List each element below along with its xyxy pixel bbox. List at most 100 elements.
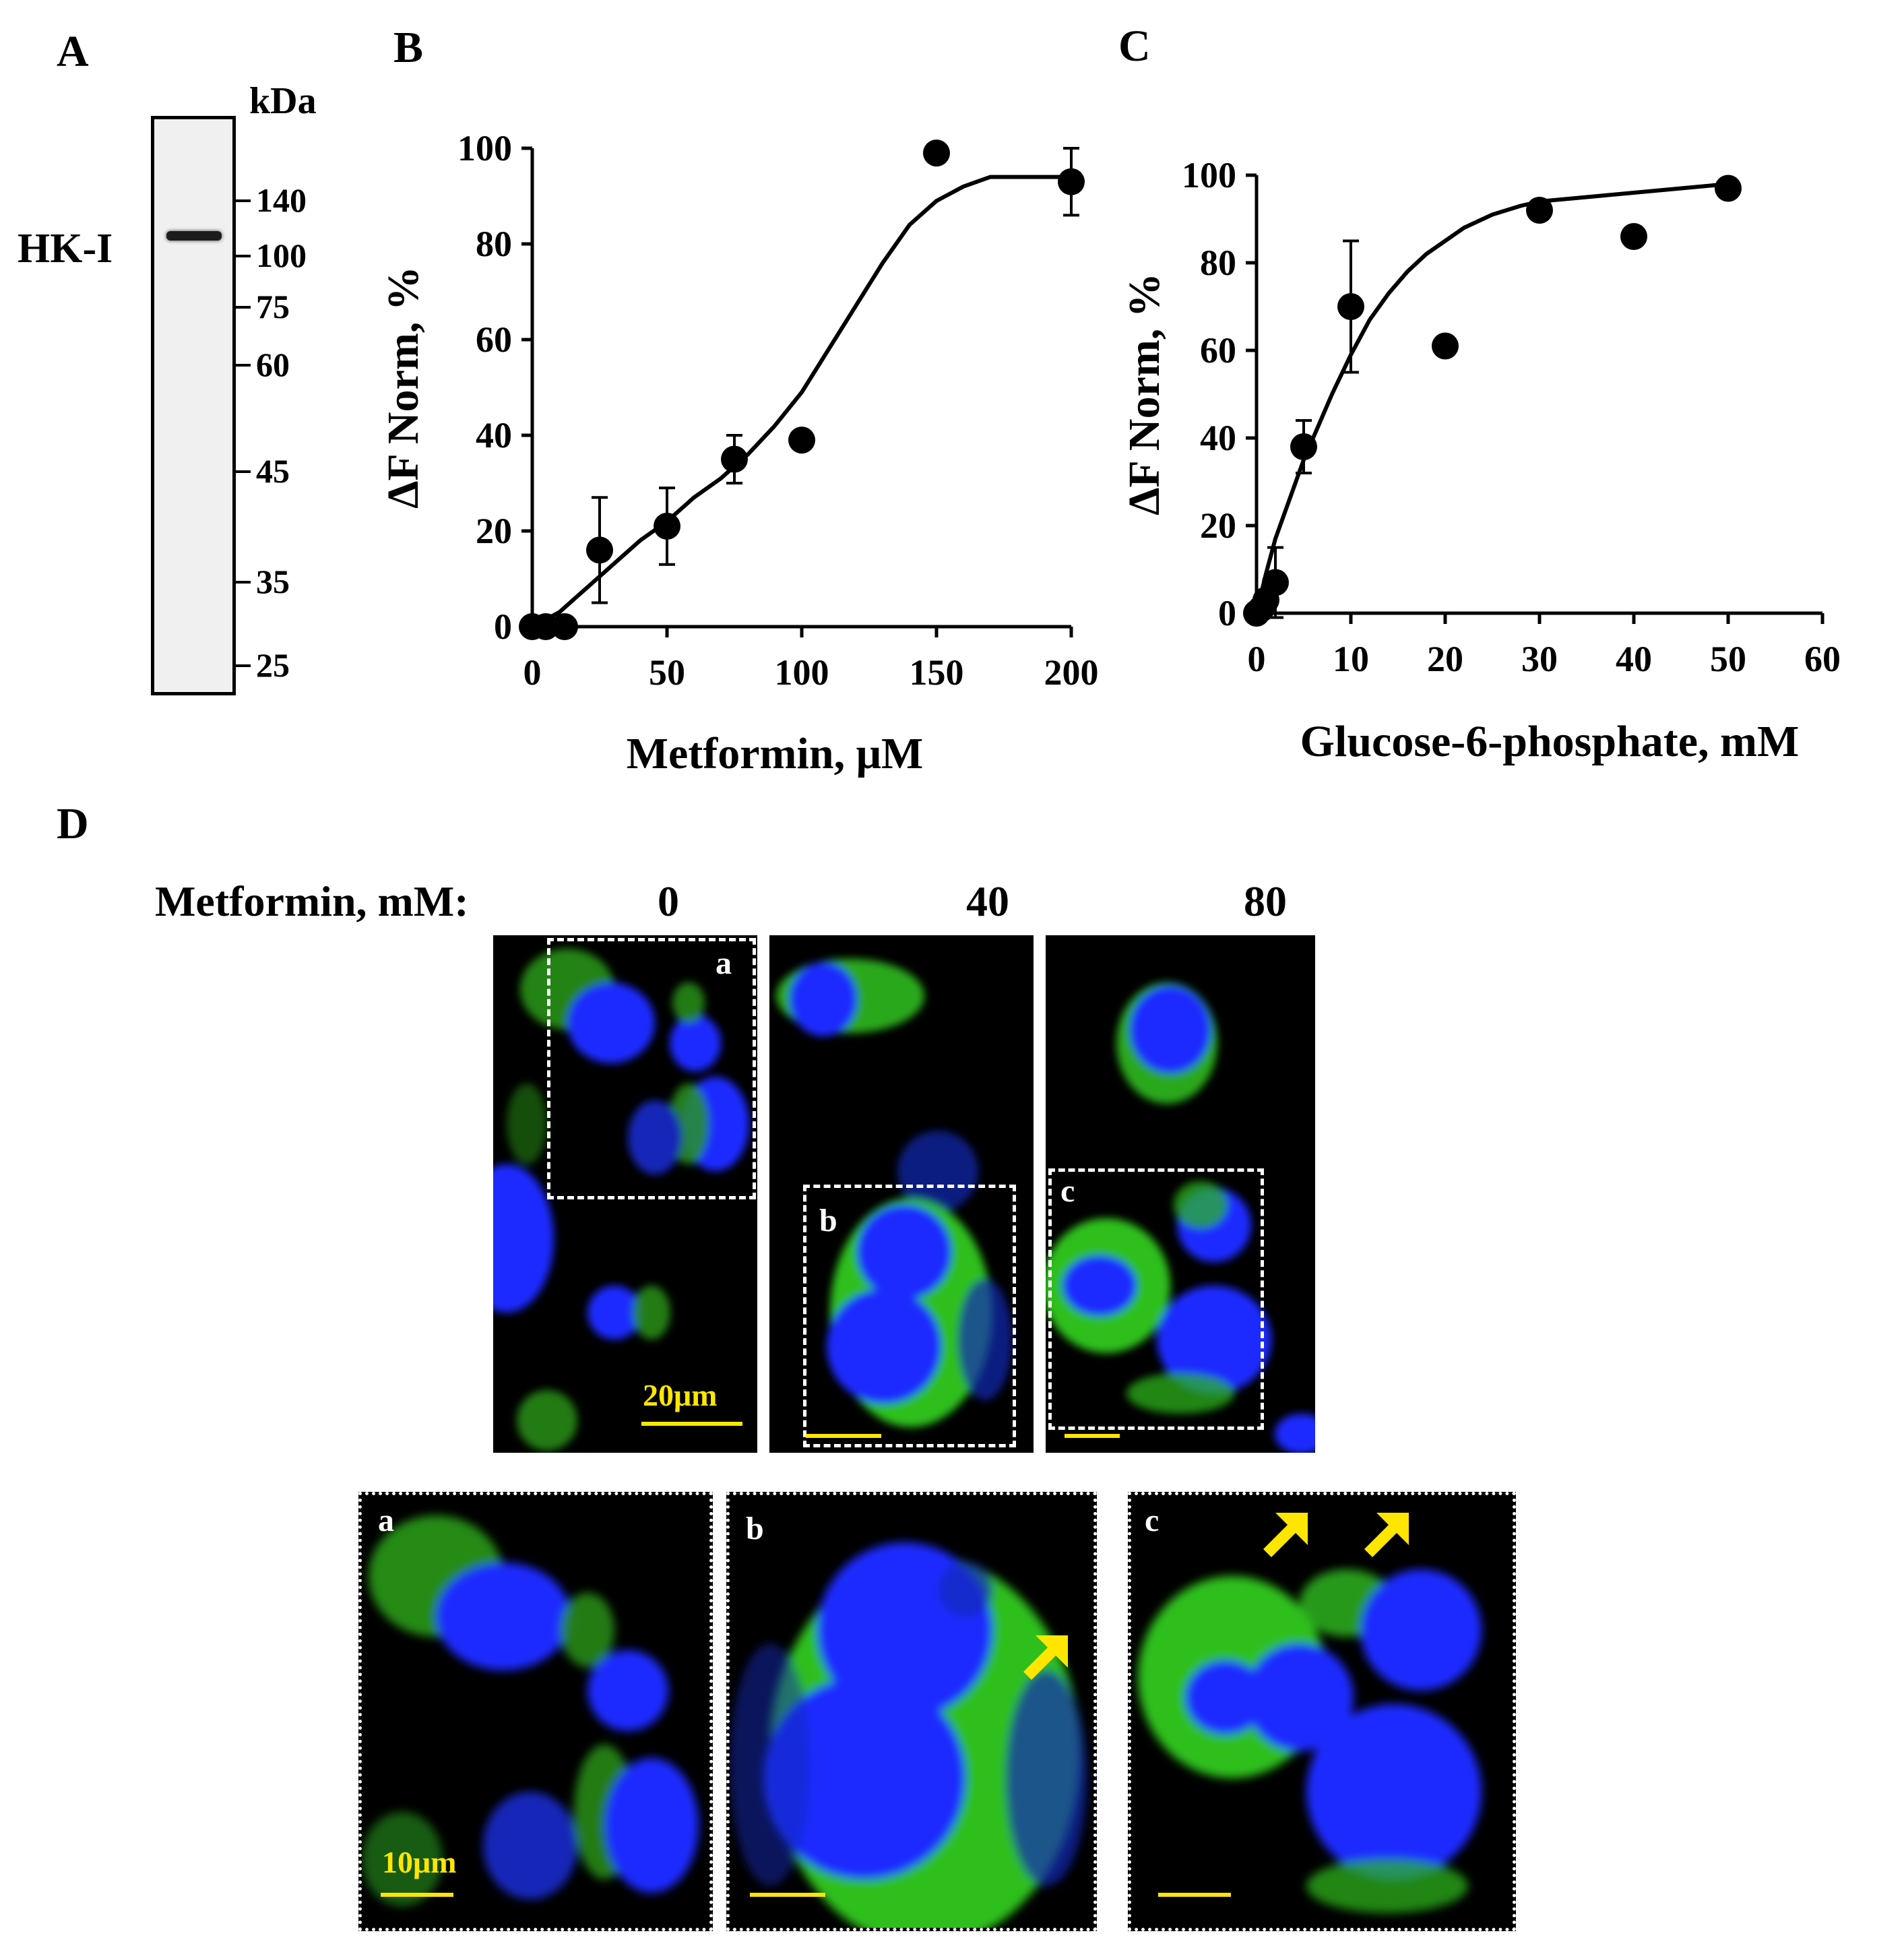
inset-c: c <box>1128 1492 1516 1931</box>
arrow-icon <box>1364 1513 1409 1557</box>
axis-lines <box>1255 175 1822 615</box>
inset-a: a 10μm <box>358 1492 713 1931</box>
scale-bar-top-40 <box>806 1434 881 1438</box>
gel-lane <box>151 116 236 695</box>
data-point <box>551 613 578 640</box>
panel-letter-d: D <box>57 799 89 848</box>
y-tick-label: 80 <box>1200 243 1236 283</box>
marker-tick <box>236 581 251 584</box>
y-tick-label: 0 <box>1218 593 1236 633</box>
roi-label-a: a <box>716 945 732 981</box>
y-axis-label: ΔF Norm, % <box>379 266 428 509</box>
data-point <box>1526 197 1553 224</box>
x-tick-label: 30 <box>1521 639 1558 679</box>
x-tick-label: 20 <box>1427 639 1463 679</box>
scale-bar-inset-c <box>1158 1893 1231 1897</box>
y-tick-label: 100 <box>457 128 512 168</box>
data-point <box>1620 223 1647 250</box>
micrograph-0mM: a 20μm <box>493 935 757 1453</box>
scale-bar-label-top: 20μm <box>643 1378 718 1412</box>
x-tick-label: 50 <box>649 652 685 693</box>
inset-a-letter: a <box>378 1503 394 1538</box>
gel-band <box>166 231 222 241</box>
marker-tick <box>236 364 251 367</box>
y-tick-label: 20 <box>1200 505 1236 546</box>
x-tick-label: 50 <box>1710 639 1746 679</box>
y-tick-label: 20 <box>476 511 512 551</box>
metformin-row-label: Metformin, mM: <box>155 877 469 925</box>
marker-label: 60 <box>256 346 290 383</box>
marker-label: 140 <box>256 181 307 219</box>
marker-label: 35 <box>256 563 290 600</box>
x-tick-label: 0 <box>523 652 542 693</box>
panel-letter-a: A <box>57 27 89 76</box>
x-tick-label: 60 <box>1804 639 1841 679</box>
x-tick-label: 150 <box>910 652 964 693</box>
panel-letter-c: C <box>1118 22 1151 71</box>
roi-box-c <box>1048 1168 1264 1430</box>
micrograph-40mM-image <box>776 959 1012 1427</box>
scale-bar-inset-b <box>750 1893 825 1897</box>
micrograph-0mM-image <box>493 949 749 1451</box>
data-point <box>1715 175 1742 202</box>
scale-bar-inset-a <box>381 1893 453 1897</box>
conc-label-80: 80 <box>1244 877 1287 925</box>
micrograph-80mM-image <box>1046 982 1315 1453</box>
data-point <box>1262 569 1289 596</box>
inset-c-letter: c <box>1145 1503 1160 1538</box>
data-point <box>1290 433 1317 460</box>
chart-b: 0 20 40 60 80 100 0 50 100 150 200 Metformin, μM ΔF … <box>379 128 1099 778</box>
roi-box-b <box>803 1185 1016 1447</box>
marker-tick <box>236 664 251 667</box>
y-tick-label: 40 <box>1200 418 1236 458</box>
marker-tick <box>236 255 251 257</box>
marker-label: 75 <box>256 288 290 325</box>
panel-letter-b: B <box>393 23 424 72</box>
data-point <box>923 139 950 167</box>
x-tick-label: 40 <box>1616 639 1652 679</box>
data-point <box>1337 293 1364 320</box>
y-tick-label: 80 <box>476 224 512 264</box>
gel-band-label: HK-I <box>18 226 113 272</box>
data-point <box>1058 168 1085 195</box>
y-tick-label: 60 <box>476 319 512 360</box>
micrograph-80mM: c <box>1046 935 1315 1453</box>
data-point <box>1432 332 1459 360</box>
inset-c-image <box>1138 1569 1482 1913</box>
conc-label-40: 40 <box>966 877 1009 925</box>
data-point <box>788 427 815 454</box>
conc-label-0: 0 <box>658 877 679 925</box>
marker-label: 25 <box>256 646 290 684</box>
roi-label-c: c <box>1060 1173 1075 1209</box>
inset-b-image <box>730 1542 1087 1928</box>
x-axis-label: Metformin, μM <box>627 729 924 778</box>
inset-b: b <box>726 1492 1097 1931</box>
x-tick-label: 10 <box>1333 639 1369 679</box>
marker-label: 45 <box>256 452 290 490</box>
x-axis-label: Glucose-6-phosphate, mM <box>1300 717 1800 766</box>
roi-box-a <box>547 938 756 1199</box>
scale-bar-top-80 <box>1065 1434 1120 1438</box>
y-tick-label: 40 <box>476 415 512 456</box>
marker-tick <box>236 306 251 309</box>
data-point <box>532 613 559 640</box>
data-point <box>586 536 613 564</box>
x-tick-label: 100 <box>775 652 829 693</box>
y-tick-label: 0 <box>494 606 512 647</box>
marker-label: 100 <box>256 237 307 274</box>
marker-tick <box>236 470 251 473</box>
x-tick-label: 0 <box>1248 639 1266 679</box>
scale-bar-label-bottom: 10μm <box>382 1845 457 1879</box>
y-axis-label: ΔF Norm, % <box>1120 273 1169 515</box>
y-tick-label: 60 <box>1200 330 1236 371</box>
x-tick-label: 200 <box>1044 652 1099 693</box>
fit-curve <box>1255 182 1729 614</box>
scale-bar-top-0 <box>641 1422 742 1426</box>
inset-b-letter: b <box>746 1511 764 1546</box>
roi-label-b: b <box>819 1203 837 1238</box>
fit-curve <box>531 175 1071 629</box>
inset-a-image <box>362 1515 699 1906</box>
axis-lines <box>530 148 1071 629</box>
y-tick-label: 100 <box>1182 155 1236 195</box>
